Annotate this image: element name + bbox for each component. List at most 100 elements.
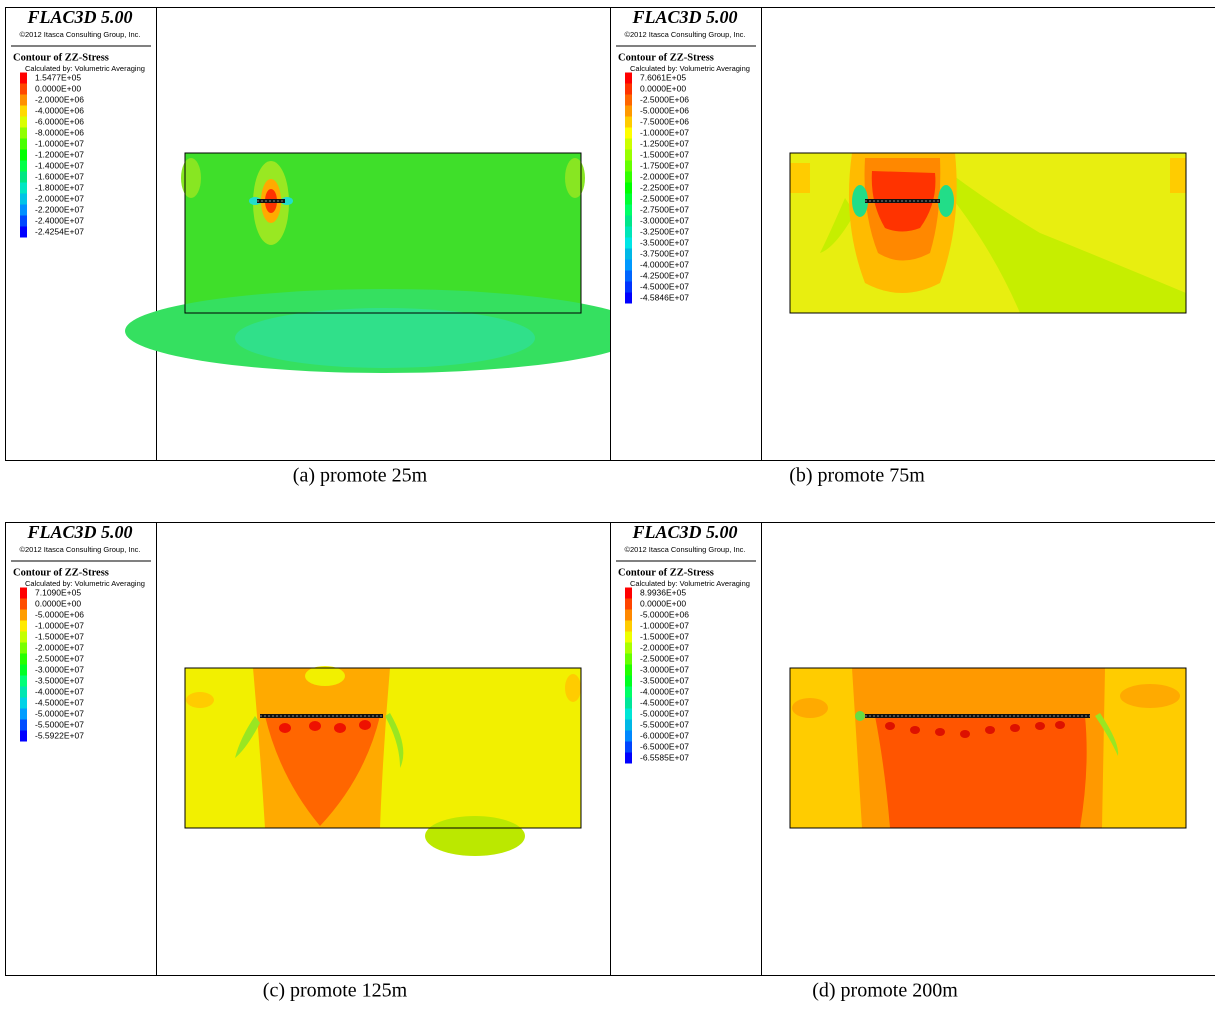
legend-swatch [625,160,632,172]
legend-swatch [625,708,632,720]
contour-zone [1055,721,1065,729]
legend-label: -1.5000E+07 [640,149,689,159]
calculated-by: Calculated by: Volumetric Averaging [25,579,145,588]
legend-swatch [625,697,632,709]
legend-label: -2.7500E+07 [640,204,689,214]
contour-zone [1095,713,1119,756]
contour-zone [792,698,828,718]
legend-label: -4.0000E+07 [640,259,689,269]
legend-swatch [625,719,632,731]
legend-swatch [625,193,632,205]
legend-swatch [625,281,632,293]
legend-label: 0.0000E+00 [35,598,81,608]
contour-zone [425,816,525,856]
legend-label: 7.6061E+05 [640,72,686,82]
caption: (d) promote 200m [812,980,958,1002]
legend-swatch [20,642,27,654]
copyright: ©2012 Itasca Consulting Group, Inc. [624,30,745,39]
copyright: ©2012 Itasca Consulting Group, Inc. [624,545,745,554]
calculated-by: Calculated by: Volumetric Averaging [630,64,750,73]
legend-swatch [625,171,632,183]
legend-swatch [625,94,632,106]
legend-label: -2.5000E+07 [640,193,689,203]
contour-zone [334,723,346,733]
software-title: FLAC3D 5.00 [26,522,132,542]
legend-label: -2.5000E+06 [640,94,689,104]
legend-label: -5.0000E+07 [640,708,689,718]
legend-swatch [20,631,27,643]
legend-swatch [20,105,27,117]
contour-zone [885,722,895,730]
contour-title: Contour of ZZ-Stress [618,52,714,63]
panel: FLAC3D 5.00 ©2012 Itasca Consulting Group… [610,522,1215,1002]
calculated-by: Calculated by: Volumetric Averaging [25,64,145,73]
caption: (b) promote 75m [789,465,925,487]
contour-zone [305,666,345,686]
legend-label: 8.9936E+05 [640,587,686,597]
legend-swatch [625,204,632,216]
legend-label: -2.5000E+07 [640,653,689,663]
legend-swatch [625,226,632,238]
legend-label: -3.5000E+07 [640,675,689,685]
contour-zone [186,692,214,708]
legend-label: -1.0000E+07 [35,138,84,148]
legend-swatch [625,675,632,687]
legend-swatch [625,587,632,599]
legend-swatch [20,730,27,742]
legend-swatch [625,138,632,150]
legend-swatch [625,631,632,643]
legend-swatch [20,675,27,687]
legend-label: -4.5000E+07 [640,281,689,291]
legend-swatch [20,653,27,665]
legend-swatch [20,708,27,720]
contour-zone [309,721,321,731]
legend-label: -4.2500E+07 [640,270,689,280]
legend-label: -4.0000E+07 [640,686,689,696]
software-title: FLAC3D 5.00 [631,522,737,542]
legend-swatch [20,598,27,610]
legend-label: -6.5000E+07 [640,741,689,751]
legend-label: -1.5000E+07 [640,631,689,641]
contour-zone [265,716,380,826]
legend-swatch [625,292,632,304]
legend-swatch [20,149,27,161]
model-outline [184,667,582,829]
legend-label: -3.7500E+07 [640,248,689,258]
legend-swatch [20,127,27,139]
legend-label: -2.0000E+07 [35,642,84,652]
legend-swatch [625,149,632,161]
model-outline [184,152,582,314]
contour-title: Contour of ZZ-Stress [13,567,109,578]
legend-label: -2.0000E+07 [640,642,689,652]
legend-label: -2.2000E+07 [35,204,84,214]
legend-label: -1.0000E+07 [35,620,84,630]
legend-swatch [625,642,632,654]
legend-swatch [625,686,632,698]
legend-label: -5.5922E+07 [35,730,84,740]
legend-label: -6.0000E+07 [640,730,689,740]
legend-label: -4.0000E+06 [35,105,84,115]
contour-zone [185,153,581,313]
contour-zone [820,198,855,253]
contour-zone [235,716,260,758]
copyright: ©2012 Itasca Consulting Group, Inc. [19,545,140,554]
copyright: ©2012 Itasca Consulting Group, Inc. [19,30,140,39]
legend-swatch [625,598,632,610]
contour-zone [1010,724,1020,732]
legend-swatch [625,730,632,742]
legend-label: -4.5846E+07 [640,292,689,302]
legend-label: -1.2500E+07 [640,138,689,148]
legend-label: -2.0000E+07 [35,193,84,203]
legend-swatch [20,72,27,84]
contour-zone [940,173,1186,313]
legend-swatch [625,127,632,139]
legend-swatch [625,105,632,117]
legend-label: -4.5000E+07 [35,697,84,707]
legend-swatch [20,116,27,128]
legend-swatch [20,94,27,106]
contour-zone [852,185,868,217]
legend-label: -5.0000E+06 [35,609,84,619]
contour-zone [565,158,585,198]
legend-label: -8.0000E+06 [35,127,84,137]
legend-label: -4.5000E+07 [640,697,689,707]
